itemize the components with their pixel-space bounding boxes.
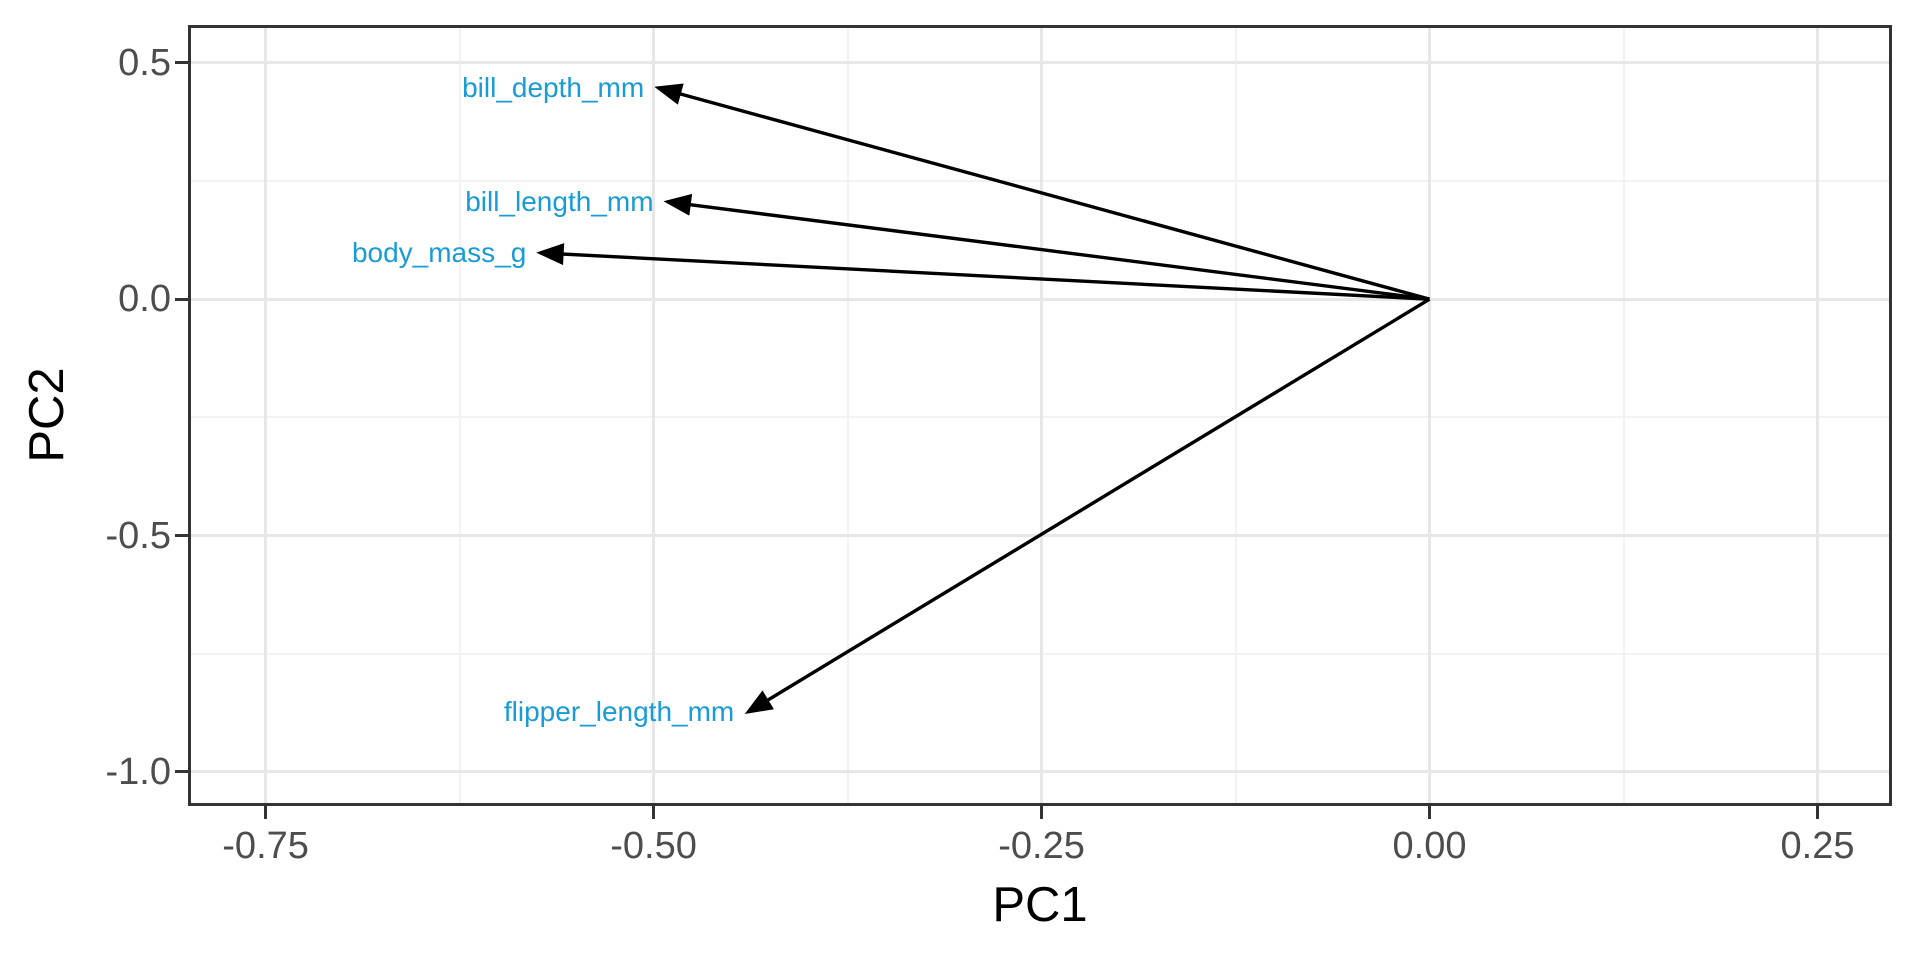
x-tick <box>1428 806 1432 819</box>
x-axis-title: PC1 <box>992 878 1088 932</box>
y-axis-title: PC2 <box>20 367 74 463</box>
gridline-x-major <box>1428 25 1432 806</box>
gridline-x-minor <box>1622 25 1625 806</box>
loading-arrow-flipper_length_mm <box>744 297 1431 715</box>
x-tick <box>264 806 268 819</box>
gridline-x-major <box>264 25 268 806</box>
gridline-y-minor <box>188 416 1892 419</box>
x-tick-label: -0.50 <box>610 825 697 867</box>
y-tick <box>175 297 188 301</box>
loading-arrow-body_mass_g <box>536 243 1430 301</box>
plot-panel <box>188 25 1892 806</box>
gridline-x-major <box>1816 25 1819 806</box>
y-tick <box>175 770 188 774</box>
loading-label-bill_length_mm: bill_length_mm <box>465 185 654 217</box>
x-tick-label: 0.25 <box>1780 825 1855 867</box>
x-tick-label: -0.75 <box>222 825 309 867</box>
x-tick <box>1816 806 1819 819</box>
x-tick-label: 0.00 <box>1392 825 1467 867</box>
gridline-y-minor <box>188 180 1892 182</box>
loading-label-body_mass_g: body_mass_g <box>351 236 527 268</box>
y-tick-label: 0.5 <box>118 41 171 84</box>
gridline-x-minor <box>458 25 461 806</box>
loading-label-flipper_length_mm: flipper_length_mm <box>503 695 735 727</box>
loading-arrow-bill_depth_mm <box>654 83 1430 301</box>
loadings-arrows <box>536 83 1431 715</box>
gridline-y-major <box>188 770 1892 774</box>
x-tick <box>1040 806 1044 819</box>
gridline-y-major <box>188 61 1892 65</box>
y-tick <box>175 61 188 65</box>
y-tick-label: -1.0 <box>105 750 171 793</box>
loading-label-bill_depth_mm: bill_depth_mm <box>462 71 645 103</box>
gridline-x-major <box>652 25 656 806</box>
gridline-x-minor <box>846 25 849 806</box>
x-tick-label: -0.25 <box>998 825 1085 867</box>
x-tick <box>652 806 656 819</box>
gridline-y-major <box>188 297 1892 301</box>
y-tick-label: 0.0 <box>118 278 171 321</box>
y-tick-label: -0.5 <box>105 514 171 557</box>
gridline-x-major <box>1040 25 1044 806</box>
gridline-y-minor <box>188 652 1892 655</box>
y-tick <box>175 534 188 538</box>
loading-arrow-bill_length_mm <box>663 193 1430 301</box>
